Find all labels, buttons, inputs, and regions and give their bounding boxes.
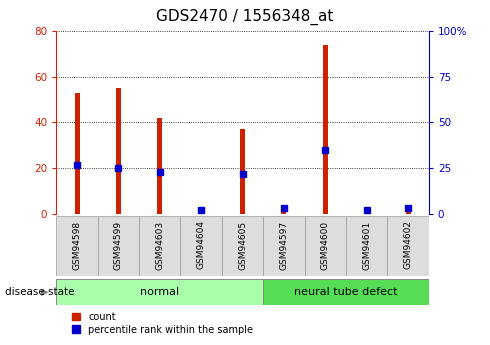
Bar (281, 207, 287, 214)
Text: neural tube defect: neural tube defect (294, 287, 398, 297)
Text: disease state: disease state (5, 287, 74, 297)
Text: GSM94602: GSM94602 (404, 220, 413, 269)
Text: GSM94600: GSM94600 (321, 220, 330, 269)
Bar (346, 216, 388, 276)
Bar (388, 216, 429, 276)
Bar (305, 216, 346, 276)
Text: GSM94599: GSM94599 (114, 220, 123, 269)
Text: GSM94605: GSM94605 (238, 220, 247, 269)
Bar (139, 216, 180, 276)
Bar (263, 279, 429, 305)
Bar (56, 279, 263, 305)
Bar (240, 129, 245, 214)
Bar (263, 216, 305, 276)
Text: GSM94604: GSM94604 (196, 220, 206, 269)
Bar (222, 216, 263, 276)
Bar (157, 118, 162, 214)
Text: GSM94601: GSM94601 (362, 220, 371, 269)
Bar (406, 205, 411, 214)
Bar (56, 216, 98, 276)
Text: GDS2470 / 1556348_at: GDS2470 / 1556348_at (156, 9, 334, 25)
Text: normal: normal (140, 287, 179, 297)
Text: GSM94598: GSM94598 (73, 220, 81, 269)
Text: GSM94597: GSM94597 (279, 220, 289, 269)
Text: GSM94603: GSM94603 (155, 220, 164, 269)
Bar (98, 216, 139, 276)
Bar (74, 93, 79, 214)
Bar (116, 88, 121, 214)
Bar (323, 45, 328, 214)
Bar (364, 209, 369, 214)
Legend: count, percentile rank within the sample: count, percentile rank within the sample (69, 308, 257, 338)
Bar (180, 216, 222, 276)
